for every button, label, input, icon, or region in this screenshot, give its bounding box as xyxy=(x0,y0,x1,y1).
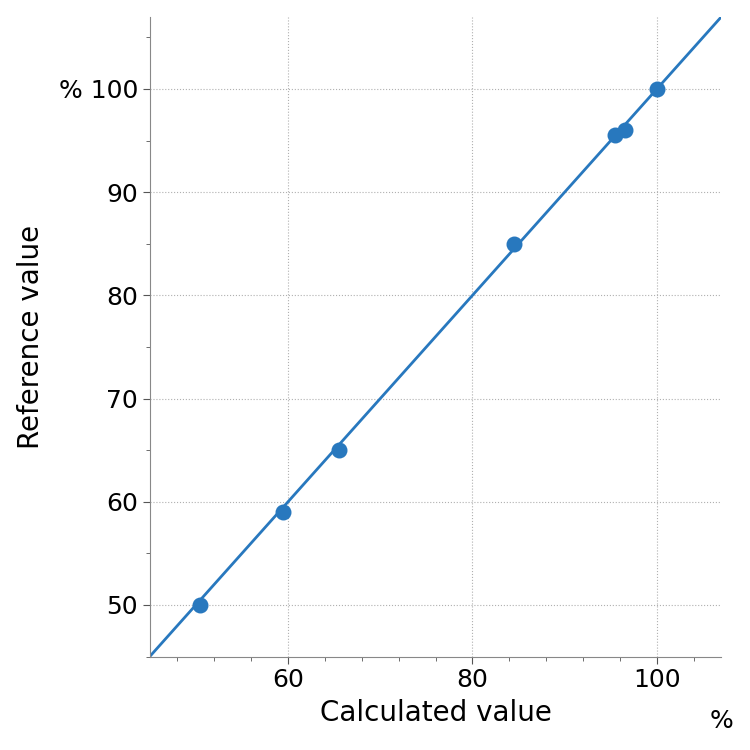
Point xyxy=(619,124,631,136)
Point xyxy=(333,444,345,456)
Point xyxy=(278,506,290,518)
Point xyxy=(610,129,622,141)
Text: %: % xyxy=(710,710,734,734)
X-axis label: Calculated value: Calculated value xyxy=(320,699,551,728)
Point xyxy=(194,599,206,611)
Y-axis label: Reference value: Reference value xyxy=(16,224,45,448)
Point xyxy=(508,238,520,250)
Point xyxy=(651,83,663,95)
